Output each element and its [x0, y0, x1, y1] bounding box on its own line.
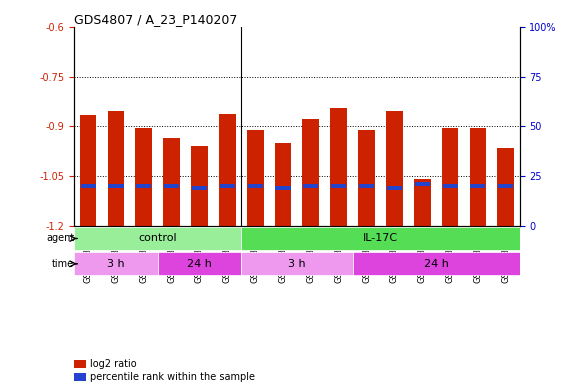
Bar — [164, 184, 179, 188]
FancyBboxPatch shape — [158, 252, 241, 275]
Text: 24 h: 24 h — [187, 259, 212, 269]
Bar — [358, 130, 375, 226]
Bar — [469, 128, 486, 226]
Bar — [135, 128, 152, 226]
FancyBboxPatch shape — [241, 252, 352, 275]
Bar — [275, 186, 291, 190]
Text: log2 ratio: log2 ratio — [90, 359, 137, 369]
Bar — [248, 184, 263, 188]
Bar — [192, 186, 207, 190]
Bar — [497, 148, 514, 226]
Text: IL-17C: IL-17C — [363, 233, 398, 243]
Bar — [443, 184, 457, 188]
Bar — [386, 111, 403, 226]
FancyBboxPatch shape — [352, 252, 520, 275]
Bar — [387, 186, 402, 190]
Text: percentile rank within the sample: percentile rank within the sample — [90, 372, 255, 382]
Bar — [415, 182, 430, 186]
Text: agent: agent — [46, 233, 74, 243]
Bar — [330, 108, 347, 226]
FancyBboxPatch shape — [74, 252, 158, 275]
Text: 24 h: 24 h — [424, 259, 449, 269]
Bar — [359, 184, 374, 188]
Bar — [219, 114, 236, 226]
Text: time: time — [52, 259, 74, 269]
Bar — [220, 184, 235, 188]
Text: 3 h: 3 h — [288, 259, 305, 269]
Bar — [414, 179, 431, 226]
Bar — [81, 184, 96, 188]
FancyBboxPatch shape — [74, 227, 241, 250]
Bar — [498, 184, 513, 188]
Text: control: control — [138, 233, 177, 243]
Bar — [303, 119, 319, 226]
Bar — [80, 115, 96, 226]
Bar — [74, 373, 86, 381]
Bar — [107, 111, 124, 226]
Bar — [136, 184, 151, 188]
Bar — [303, 184, 319, 188]
Bar — [191, 146, 208, 226]
Bar — [247, 130, 264, 226]
Bar — [331, 184, 346, 188]
Bar — [74, 360, 86, 368]
Text: GDS4807 / A_23_P140207: GDS4807 / A_23_P140207 — [74, 13, 238, 26]
Text: 3 h: 3 h — [107, 259, 125, 269]
Bar — [108, 184, 123, 188]
FancyBboxPatch shape — [241, 227, 520, 250]
Bar — [275, 143, 291, 226]
Bar — [471, 184, 485, 188]
Bar — [163, 138, 180, 226]
Bar — [442, 128, 459, 226]
